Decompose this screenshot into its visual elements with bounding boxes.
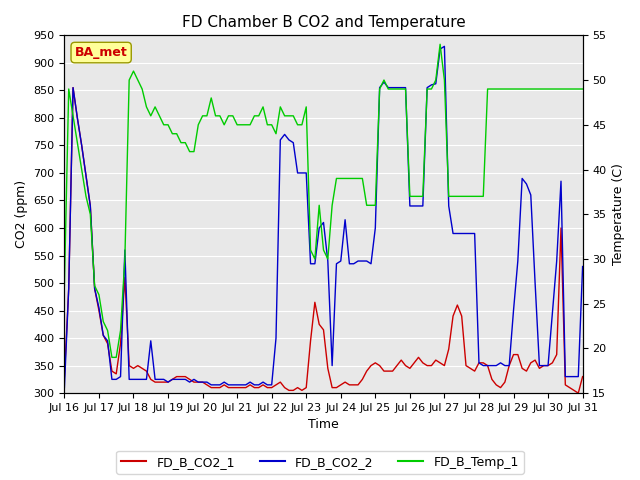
Text: BA_met: BA_met — [75, 46, 127, 59]
FD_B_Temp_1 — [388, 86, 396, 92]
FD_B_CO2_1 — [69, 85, 77, 91]
X-axis label: Time: Time — [308, 419, 339, 432]
FD_B_Temp_1 — [579, 86, 586, 92]
FD_B_CO2_1 — [186, 376, 193, 382]
Y-axis label: Temperature (C): Temperature (C) — [612, 163, 625, 265]
FD_B_Temp_1 — [61, 283, 68, 288]
FD_B_Temp_1 — [116, 328, 124, 334]
FD_B_CO2_1 — [548, 360, 556, 366]
Legend: FD_B_CO2_1, FD_B_CO2_2, FD_B_Temp_1: FD_B_CO2_1, FD_B_CO2_2, FD_B_Temp_1 — [116, 451, 524, 474]
Title: FD Chamber B CO2 and Temperature: FD Chamber B CO2 and Temperature — [182, 15, 465, 30]
FD_B_Temp_1 — [186, 149, 193, 155]
FD_B_CO2_2 — [440, 44, 448, 49]
FD_B_Temp_1 — [436, 41, 444, 47]
Y-axis label: CO2 (ppm): CO2 (ppm) — [15, 180, 28, 248]
FD_B_CO2_2 — [113, 376, 120, 382]
FD_B_CO2_2 — [385, 85, 392, 91]
FD_B_CO2_1 — [579, 374, 586, 380]
FD_B_CO2_2 — [281, 132, 289, 137]
FD_B_CO2_1 — [388, 368, 396, 374]
FD_B_CO2_1 — [116, 341, 124, 347]
FD_B_Temp_1 — [285, 113, 292, 119]
FD_B_Temp_1 — [553, 86, 561, 92]
FD_B_CO2_2 — [579, 264, 586, 269]
FD_B_Temp_1 — [108, 354, 116, 360]
FD_B_CO2_2 — [410, 203, 418, 209]
Line: FD_B_CO2_1: FD_B_CO2_1 — [65, 88, 582, 393]
FD_B_CO2_2 — [182, 376, 189, 382]
Line: FD_B_Temp_1: FD_B_Temp_1 — [65, 44, 582, 357]
FD_B_CO2_2 — [61, 385, 68, 391]
FD_B_Temp_1 — [415, 193, 422, 199]
FD_B_CO2_1 — [285, 387, 292, 393]
Line: FD_B_CO2_2: FD_B_CO2_2 — [65, 47, 582, 388]
FD_B_CO2_1 — [575, 390, 582, 396]
FD_B_CO2_1 — [415, 354, 422, 360]
FD_B_CO2_1 — [61, 374, 68, 380]
FD_B_CO2_2 — [548, 311, 556, 316]
